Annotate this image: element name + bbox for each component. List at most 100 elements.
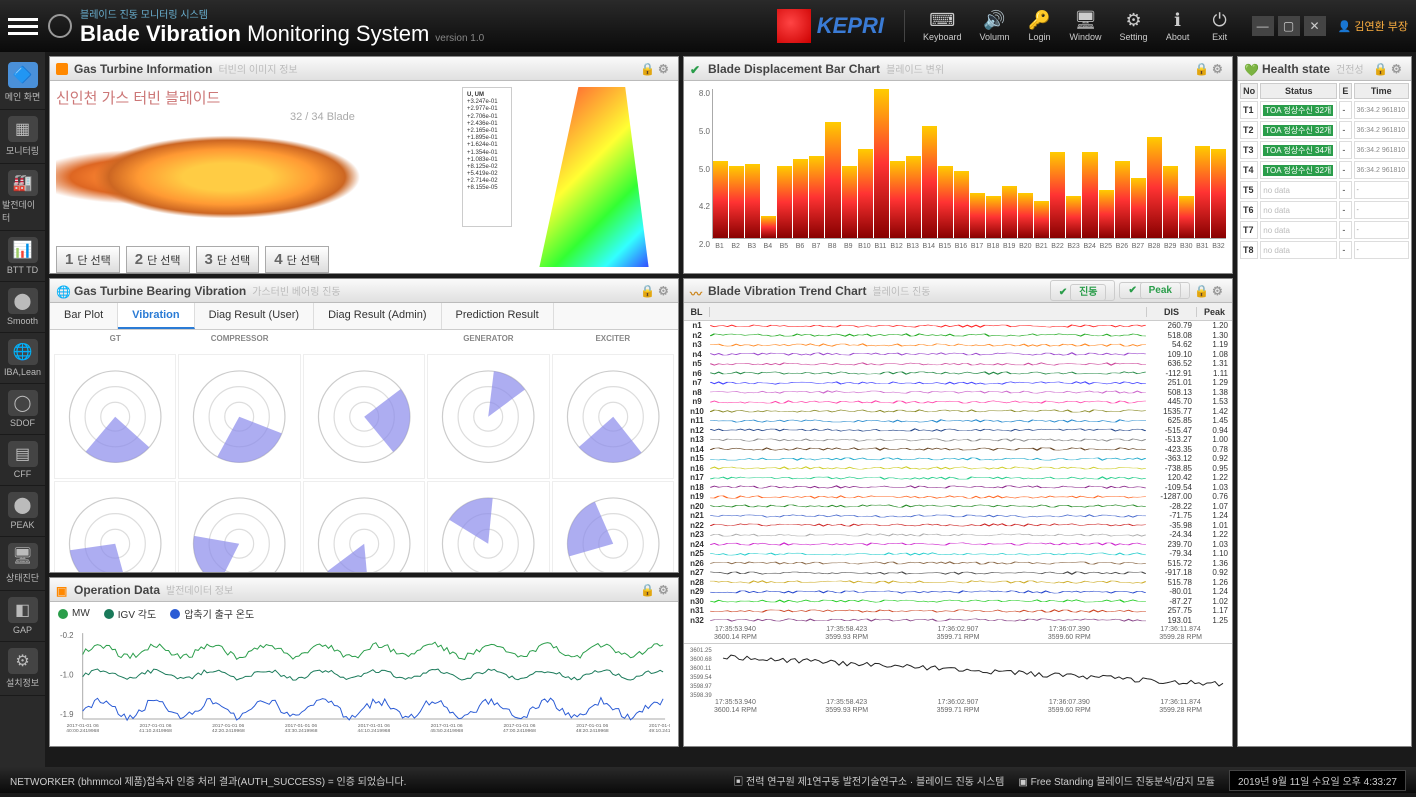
sidebar-item-설치정보[interactable]: ⚙설치정보: [0, 642, 45, 696]
filter-peak[interactable]: ✔ Peak: [1119, 282, 1190, 299]
exit-icon[interactable]: ⏻Exit: [1208, 10, 1232, 42]
sidebar-item-상태진단[interactable]: 🖥상태진단: [0, 537, 45, 591]
sidebar-item-모니터링[interactable]: ▦모니터링: [0, 110, 45, 164]
svg-text:40:00.2419968: 40:00.2419968: [66, 728, 99, 734]
trend-row: n8508.131.38: [684, 388, 1232, 398]
polar-plot-9: [552, 481, 674, 572]
gear-icon[interactable]: ⚙: [658, 583, 672, 597]
gear-icon[interactable]: ⚙: [1212, 62, 1226, 76]
window-icon[interactable]: 🖥Window: [1070, 10, 1102, 42]
trend-row: n22-35.981.01: [684, 521, 1232, 531]
legend-item: MW: [58, 608, 90, 619]
minimize-button[interactable]: —: [1252, 16, 1274, 36]
sidebar-item-BTT TD[interactable]: 📊BTT TD: [0, 231, 45, 282]
health-row: T8no data--: [1240, 241, 1409, 259]
lock-icon[interactable]: 🔒: [640, 284, 654, 298]
stage-button-3[interactable]: 3단 선택: [196, 246, 260, 273]
displacement-bars: [712, 89, 1226, 239]
health-row: T4TOA 정상수신 32개-36:34.2 961810: [1240, 161, 1409, 179]
gear-icon[interactable]: ⚙: [658, 62, 672, 76]
sidebar: 🔷메인 화면▦모니터링🏭발전데이터📊BTT TD⬤Smooth🌐IBA,Lean…: [0, 52, 45, 767]
breadcrumb-2: ▣ Free Standing 블레이드 진동분석/감지 모듈: [1018, 773, 1215, 788]
globe-icon: 🌐: [56, 285, 68, 297]
trend-row: n354.621.19: [684, 340, 1232, 350]
trend-row: n26515.721.36: [684, 559, 1232, 569]
operation-chart: -0.2 -1.0 -1.9 2017-01-01 0640:00.241996…: [58, 625, 670, 735]
trend-row: n13-513.271.00: [684, 435, 1232, 445]
sidebar-item-PEAK[interactable]: ⬤PEAK: [0, 486, 45, 537]
trend-row: n11625.851.45: [684, 416, 1232, 426]
panel-title: Health state: [1262, 62, 1330, 76]
gear-icon[interactable]: ⚙: [1212, 284, 1226, 298]
svg-text:3598.97: 3598.97: [690, 684, 712, 690]
menu-button[interactable]: [8, 11, 38, 41]
volume-icon[interactable]: 🔊Volumn: [980, 10, 1010, 42]
polar-plot-8: [427, 481, 549, 572]
trend-row: n16-738.850.95: [684, 464, 1232, 474]
filter-vibration[interactable]: ✔ 진동: [1050, 280, 1116, 301]
health-row: T3TOA 정상수신 34개-36:34.2 961810: [1240, 141, 1409, 159]
svg-text:3598.39: 3598.39: [690, 693, 712, 699]
trend-row: n7251.011.29: [684, 378, 1232, 388]
svg-text:42:20.2419968: 42:20.2419968: [212, 728, 245, 734]
turbine-3d-image: [56, 112, 436, 242]
sidebar-item-SDOF[interactable]: ◯SDOF: [0, 384, 45, 435]
tab-vibration[interactable]: Vibration: [118, 303, 194, 329]
polar-plot-5: [54, 481, 176, 572]
about-icon[interactable]: ℹAbout: [1166, 10, 1190, 42]
blade-count: 32 / 34 Blade: [290, 111, 355, 123]
lock-icon[interactable]: 🔒: [640, 583, 654, 597]
stage-button-2[interactable]: 2단 선택: [126, 246, 190, 273]
svg-text:41:10.2419968: 41:10.2419968: [139, 728, 172, 734]
trend-row: n1260.791.20: [684, 321, 1232, 331]
stage-button-4[interactable]: 4단 선택: [265, 246, 329, 273]
setting-icon[interactable]: ⚙Setting: [1120, 10, 1148, 42]
status-bar: NETWORKER (bhmmcol 제품)접속자 인증 처리 결과(AUTH_…: [0, 767, 1416, 793]
polar-plot-6: [178, 481, 300, 572]
svg-text:3600.68: 3600.68: [690, 657, 712, 663]
trend-row: n23-24.341.22: [684, 530, 1232, 540]
maximize-button[interactable]: ▢: [1278, 16, 1300, 36]
check-icon: ✔: [690, 63, 702, 75]
top-bar: 블레이드 진동 모니터링 시스템 Blade Vibration Monitor…: [0, 0, 1416, 52]
data-icon: ▣: [56, 584, 68, 596]
sidebar-item-메인 화면[interactable]: 🔷메인 화면: [0, 56, 45, 110]
trend-row: n32193.011.25: [684, 616, 1232, 626]
sidebar-item-GAP[interactable]: ◧GAP: [0, 591, 45, 642]
lock-icon[interactable]: 🔒: [1373, 62, 1387, 76]
trend-row: n101535.771.42: [684, 407, 1232, 417]
trend-row: n14-423.350.78: [684, 445, 1232, 455]
trend-row: n25-79.341.10: [684, 549, 1232, 559]
sidebar-item-CFF[interactable]: ▤CFF: [0, 435, 45, 486]
tab-prediction-result[interactable]: Prediction Result: [442, 303, 554, 329]
polar-plot-3: [427, 354, 549, 479]
trend-row: n12-515.470.94: [684, 426, 1232, 436]
trend-row: n29-80.011.24: [684, 587, 1232, 597]
sidebar-item-IBA,Lean[interactable]: 🌐IBA,Lean: [0, 333, 45, 384]
gear-icon[interactable]: ⚙: [658, 284, 672, 298]
gear-icon[interactable]: ⚙: [1391, 62, 1405, 76]
polar-plot-2: [303, 354, 425, 479]
tab-diag-result-(user)[interactable]: Diag Result (User): [195, 303, 314, 329]
close-button[interactable]: ✕: [1304, 16, 1326, 36]
panel-operation-data: ▣ Operation Data 발전데이터 정보 🔒 ⚙ MWIGV 각도압축…: [49, 577, 679, 747]
login-icon[interactable]: 🔑Login: [1028, 10, 1052, 42]
keyboard-icon[interactable]: ⌨Keyboard: [923, 10, 962, 42]
svg-text:45:50.2419968: 45:50.2419968: [430, 728, 463, 734]
lock-icon[interactable]: 🔒: [640, 62, 654, 76]
panel-title: Blade Vibration Trend Chart: [708, 284, 866, 298]
status-message: NETWORKER (bhmmcol 제품)접속자 인증 처리 결과(AUTH_…: [10, 773, 406, 788]
lock-icon[interactable]: 🔒: [1194, 284, 1208, 298]
tab-diag-result-(admin)[interactable]: Diag Result (Admin): [314, 303, 441, 329]
polar-plot-1: [178, 354, 300, 479]
sidebar-item-Smooth[interactable]: ⬤Smooth: [0, 282, 45, 333]
lock-icon[interactable]: 🔒: [1194, 62, 1208, 76]
legend-item: 압축기 출구 온도: [170, 606, 254, 621]
stage-button-1[interactable]: 1단 선택: [56, 246, 120, 273]
svg-text:3600.11: 3600.11: [690, 666, 712, 672]
panel-title: Gas Turbine Bearing Vibration: [74, 284, 246, 298]
tab-bar-plot[interactable]: Bar Plot: [50, 303, 118, 329]
sidebar-item-발전데이터[interactable]: 🏭발전데이터: [0, 164, 45, 231]
panel-vibration-trend: 〰 Blade Vibration Trend Chart 블레이드 진동 ✔ …: [683, 278, 1233, 747]
trend-row: n2518.081.30: [684, 331, 1232, 341]
